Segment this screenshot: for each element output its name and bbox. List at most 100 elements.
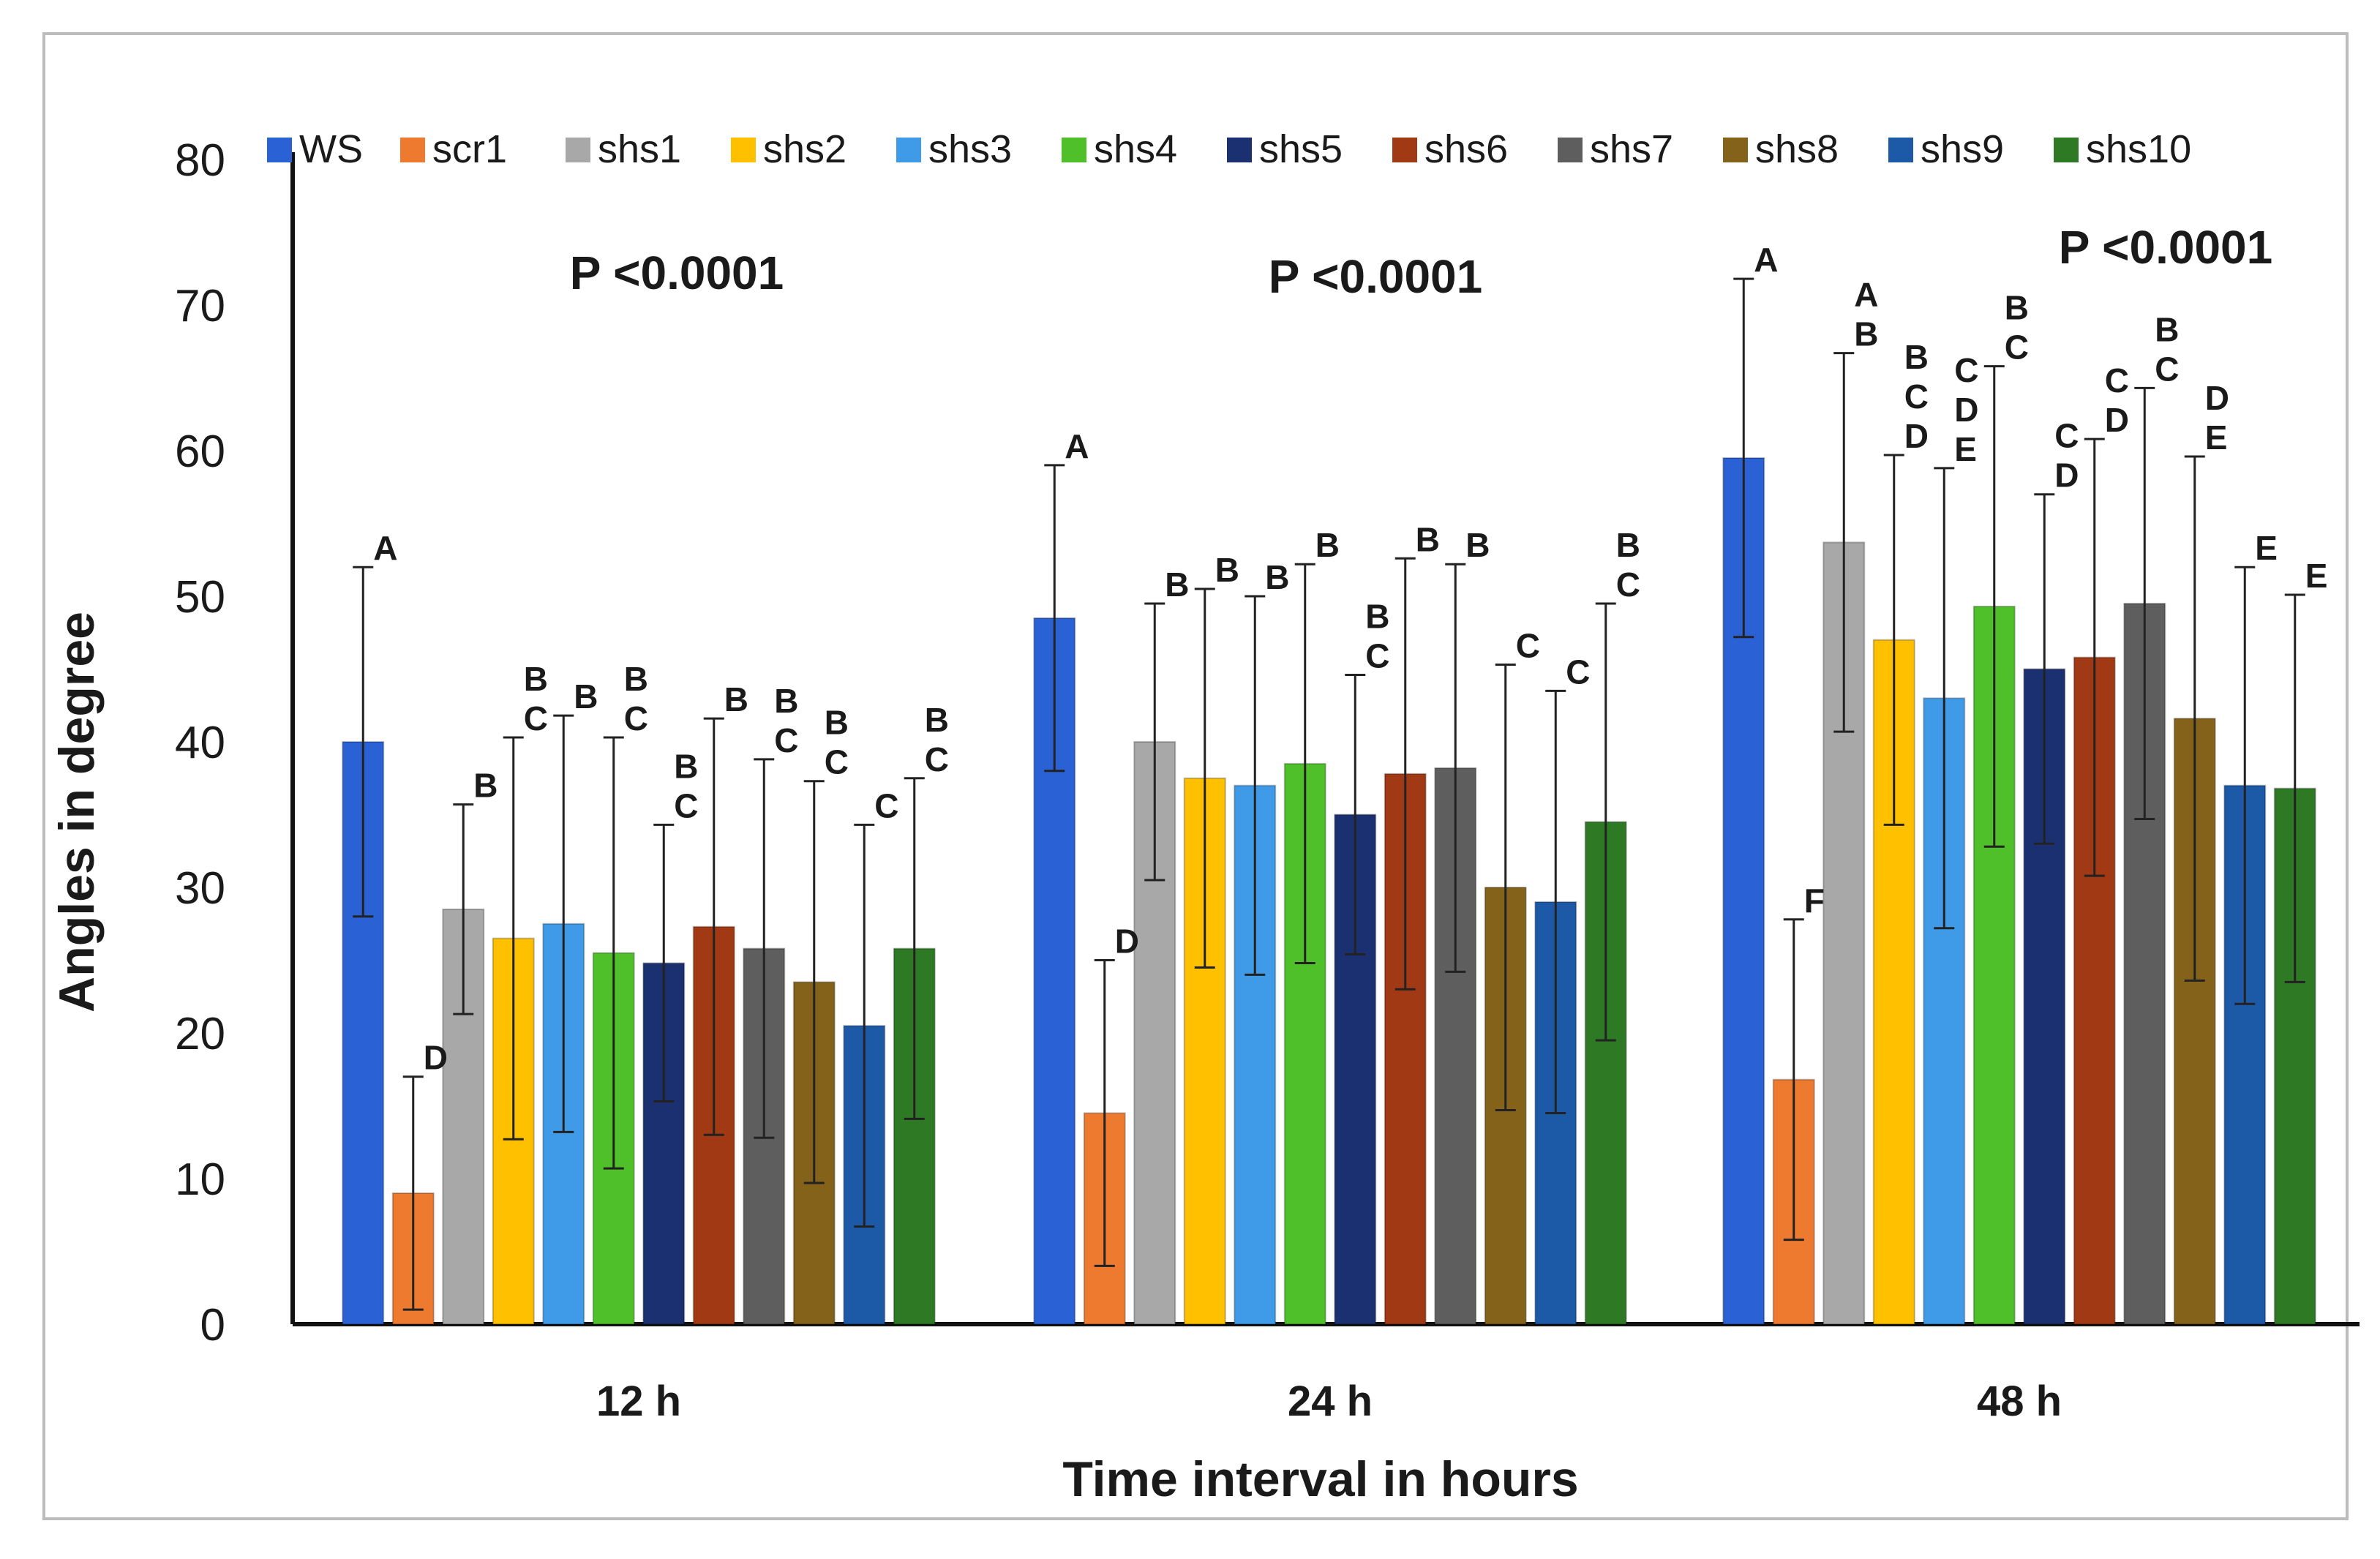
significance-letter: E xyxy=(1954,430,1977,468)
significance-letter: B xyxy=(473,767,498,805)
significance-letter: A xyxy=(1754,241,1778,279)
x-axis-title: Time interval in hours xyxy=(1062,1451,1578,1507)
significance-letter: C xyxy=(874,786,898,824)
significance-letter: B xyxy=(1265,558,1289,596)
legend-swatch xyxy=(400,138,425,162)
legend-swatch xyxy=(731,138,756,162)
p-value-annotation: P <0.0001 xyxy=(570,247,784,299)
legend-item-shs5: shs5 xyxy=(1227,127,1343,171)
significance-letter: F xyxy=(1804,882,1825,920)
significance-letter: D xyxy=(424,1039,448,1077)
significance-letter: B xyxy=(674,747,698,785)
significance-letter: B xyxy=(1215,551,1239,589)
x-category-label: 24 h xyxy=(1288,1378,1373,1425)
legend-item-shs8: shs8 xyxy=(1723,127,1839,171)
significance-letter: B xyxy=(1365,597,1389,635)
significance-letter: B xyxy=(574,677,598,715)
significance-letter: D xyxy=(2105,401,2129,439)
significance-letter: B xyxy=(1616,526,1640,564)
significance-letter: C xyxy=(2054,417,2079,455)
legend-item-shs4: shs4 xyxy=(1062,127,1177,171)
legend-label: shs7 xyxy=(1590,127,1673,171)
legend-item-shs6: shs6 xyxy=(1392,127,1508,171)
significance-letter: C xyxy=(1516,627,1540,665)
significance-letter: B xyxy=(724,680,748,718)
y-axis-title: Angles in degree xyxy=(49,612,105,1013)
y-tick-label: 70 xyxy=(175,281,225,331)
legend-label: shs1 xyxy=(598,127,681,171)
legend-item-shs1: shs1 xyxy=(566,127,681,171)
legend-swatch xyxy=(1062,138,1086,162)
legend-item-WS: WS xyxy=(267,127,363,171)
legend-swatch xyxy=(1723,138,1748,162)
significance-letter: D xyxy=(1954,391,1978,429)
legend-label: shs6 xyxy=(1424,127,1508,171)
significance-letter: A xyxy=(1854,276,1878,314)
y-tick-label: 10 xyxy=(175,1154,225,1205)
significance-letter: C xyxy=(1365,636,1389,675)
significance-letter: E xyxy=(2205,418,2228,457)
significance-letter: B xyxy=(774,682,798,720)
y-tick-label: 80 xyxy=(175,135,225,186)
y-tick-label: 30 xyxy=(175,863,225,914)
legend-swatch xyxy=(267,138,292,162)
y-tick-label: 40 xyxy=(175,718,225,768)
legend-label: scr1 xyxy=(432,127,507,171)
significance-letter: B xyxy=(524,660,548,698)
legend-item-shs9: shs9 xyxy=(1888,127,2004,171)
significance-letter: C xyxy=(1954,351,1978,389)
x-category-label: 12 h xyxy=(596,1378,681,1425)
bars xyxy=(342,457,2316,1326)
legend-label: shs4 xyxy=(1094,127,1177,171)
significance-letter: B xyxy=(1854,315,1878,353)
legend-label: shs5 xyxy=(1259,127,1343,171)
significance-letter: B xyxy=(1465,526,1490,564)
legend-label: shs8 xyxy=(1755,127,1839,171)
legend-label: shs9 xyxy=(1921,127,2004,171)
legend-swatch xyxy=(1888,138,1913,162)
significance-letter: C xyxy=(524,699,548,737)
legend-label: shs2 xyxy=(763,127,846,171)
legend-item-shs10: shs10 xyxy=(2054,127,2191,171)
significance-letter: B xyxy=(1416,520,1440,558)
significance-letter: A xyxy=(1065,427,1089,465)
legend-label: shs3 xyxy=(928,127,1012,171)
significance-letter: D xyxy=(1904,417,1929,455)
legend-label: WS xyxy=(299,127,363,171)
p-value-annotations: P <0.0001 P <0.0001 P <0.0001 xyxy=(570,221,2272,303)
significance-letter: B xyxy=(1165,566,1189,604)
legend-item-scr1: scr1 xyxy=(400,127,507,171)
significance-letter: C xyxy=(2155,350,2179,388)
y-tick-label: 60 xyxy=(175,427,225,477)
significance-letter: B xyxy=(2155,310,2179,348)
significance-letter: C xyxy=(1566,653,1590,691)
significance-letter: C xyxy=(624,699,648,737)
significance-letter: C xyxy=(674,786,698,824)
significance-letter: B xyxy=(2005,289,2029,327)
legend-item-shs2: shs2 xyxy=(731,127,846,171)
significance-letter: C xyxy=(1616,566,1640,604)
significance-letter: C xyxy=(2005,328,2029,367)
p-value-annotation: P <0.0001 xyxy=(2059,221,2272,274)
legend-swatch xyxy=(1227,138,1252,162)
y-tick-label: 0 xyxy=(200,1300,225,1350)
significance-letter: C xyxy=(825,743,849,781)
legend: WS scr1 shs1 shs2 shs3 shs4 shs5 shs6 shs7 shs8 sh… xyxy=(267,127,2191,171)
significance-letter: D xyxy=(2205,379,2229,417)
significance-letter: A xyxy=(373,529,397,567)
significance-letter: E xyxy=(2305,557,2328,595)
x-axis-categories: 12 h 24 h 48 h xyxy=(596,1378,2062,1425)
significance-letter: E xyxy=(2255,529,2278,567)
significance-letter: B xyxy=(624,660,648,698)
legend-swatch xyxy=(896,138,921,162)
legend-swatch xyxy=(566,138,590,162)
significance-letter: B xyxy=(1315,526,1340,564)
legend-label: shs10 xyxy=(2086,127,2191,171)
p-value-annotation: P <0.0001 xyxy=(1269,250,1482,303)
significance-letter: D xyxy=(1115,923,1139,961)
significance-letter: C xyxy=(774,721,798,759)
significance-letter: C xyxy=(1904,377,1929,416)
significance-letter: B xyxy=(925,701,949,739)
